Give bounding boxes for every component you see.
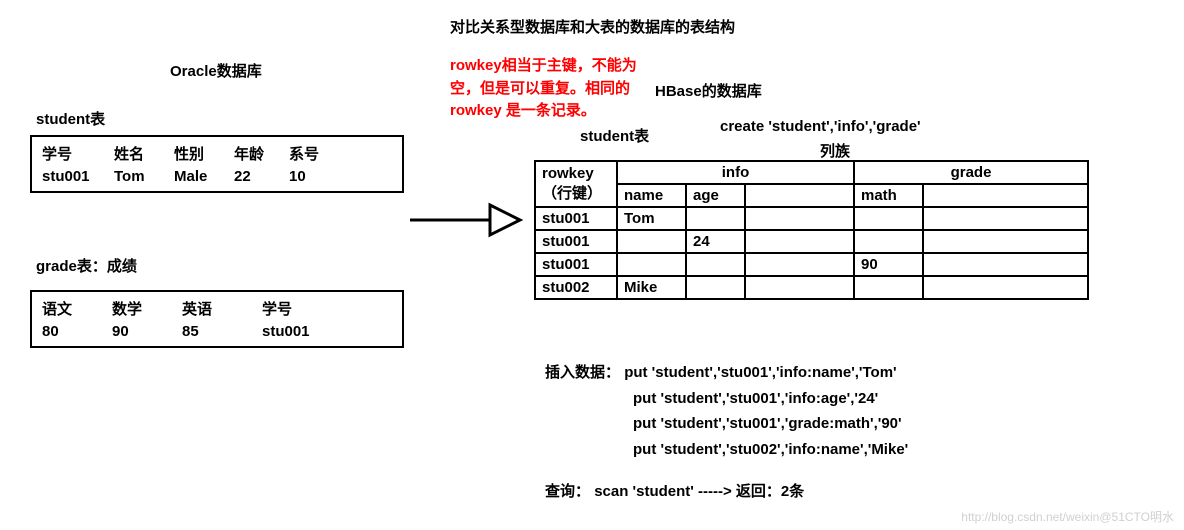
cell: stu001: [535, 207, 617, 230]
insert-cmd-2: put 'student','stu001','grade:math','90': [545, 411, 908, 437]
rowkey-note-l1: rowkey相当于主键，不能为: [450, 55, 637, 78]
student-h4: 系号: [289, 143, 339, 164]
rowkey-note-l3: rowkey 是一条记录。: [450, 100, 637, 123]
cell: stu001: [535, 253, 617, 276]
grade-h1: 数学: [112, 298, 182, 319]
student-c1: Tom: [114, 168, 174, 185]
insert-cmd-3: put 'student','stu002','info:name','Mike…: [545, 437, 908, 463]
cell: Mike: [617, 276, 686, 299]
oracle-student-table: 学号 姓名 性别 年龄 系号 stu001 Tom Male 22 10: [30, 135, 404, 193]
student-h2: 性别: [174, 143, 234, 164]
grade-c0: 80: [42, 323, 112, 340]
oracle-grade-table: 语文 数学 英语 学号 80 90 85 stu001: [30, 290, 404, 348]
insert-block: 插入数据： put 'student','stu001','info:name'…: [545, 360, 908, 462]
grade-c3: stu001: [262, 323, 332, 340]
table-row: stu001 90: [535, 253, 1088, 276]
cell: stu002: [535, 276, 617, 299]
cell: 24: [686, 230, 745, 253]
query-block: 查询： scan 'student' -----> 返回：2条: [545, 480, 804, 501]
arrow-icon: [405, 190, 525, 250]
rowkey-header: rowkey: [542, 165, 594, 182]
hbase-db-label: HBase的数据库: [655, 80, 762, 101]
cell: 90: [854, 253, 923, 276]
grade-sub-0: math: [854, 184, 923, 207]
cell: [686, 207, 745, 230]
rowkey-sub: （行键）: [542, 185, 602, 202]
cell: [923, 207, 1088, 230]
info-sub-2: [745, 184, 854, 207]
table-row: stu002 Mike: [535, 276, 1088, 299]
cell: [854, 230, 923, 253]
student-c2: Male: [174, 168, 234, 185]
watermark: http://blog.csdn.net/weixin@51CTO明水: [961, 508, 1174, 525]
cell: stu001: [535, 230, 617, 253]
query-cmd: scan 'student' -----> 返回：2条: [594, 483, 804, 500]
cell: [854, 276, 923, 299]
cell: Tom: [617, 207, 686, 230]
cell: [745, 230, 854, 253]
cell: [923, 253, 1088, 276]
cell: [617, 230, 686, 253]
cell: [854, 207, 923, 230]
table-row: stu001 24: [535, 230, 1088, 253]
query-label: 查询：: [545, 483, 590, 500]
rowkey-note: rowkey相当于主键，不能为 空，但是可以重复。相同的 rowkey 是一条记…: [450, 55, 637, 123]
cell: [686, 276, 745, 299]
insert-cmd-0: put 'student','stu001','info:name','Tom': [624, 364, 896, 381]
oracle-title: Oracle数据库: [170, 60, 262, 81]
hbase-create-cmd: create 'student','info','grade': [720, 118, 921, 135]
student-h3: 年龄: [234, 143, 289, 164]
page-title: 对比关系型数据库和大表的数据库的表结构: [450, 16, 735, 37]
grade-sub-1: [923, 184, 1088, 207]
cell: [745, 207, 854, 230]
student-c3: 22: [234, 168, 289, 185]
insert-cmd-1: put 'student','stu001','info:age','24': [545, 386, 908, 412]
cell: [686, 253, 745, 276]
grade-h3: 学号: [262, 298, 332, 319]
student-h0: 学号: [42, 143, 114, 164]
col-family-label: 列族: [820, 140, 850, 161]
info-sub-1: age: [686, 184, 745, 207]
cell: [923, 276, 1088, 299]
info-sub-0: name: [617, 184, 686, 207]
oracle-grade-label: grade表：成绩: [36, 255, 137, 276]
oracle-student-label: student表: [36, 108, 105, 129]
rowkey-note-l2: 空，但是可以重复。相同的: [450, 78, 637, 101]
table-row: stu001 Tom: [535, 207, 1088, 230]
grade-c1: 90: [112, 323, 182, 340]
info-header: info: [617, 161, 854, 184]
insert-label: 插入数据：: [545, 364, 620, 381]
grade-h2: 英语: [182, 298, 262, 319]
cell: [745, 253, 854, 276]
hbase-table-label: student表: [580, 125, 649, 146]
grade-h0: 语文: [42, 298, 112, 319]
cell: [923, 230, 1088, 253]
grade-header: grade: [854, 161, 1088, 184]
student-c0: stu001: [42, 168, 114, 185]
hbase-table: rowkey （行键） info grade name age math stu…: [534, 160, 1089, 300]
student-c4: 10: [289, 168, 339, 185]
student-h1: 姓名: [114, 143, 174, 164]
cell: [617, 253, 686, 276]
grade-c2: 85: [182, 323, 262, 340]
cell: [745, 276, 854, 299]
